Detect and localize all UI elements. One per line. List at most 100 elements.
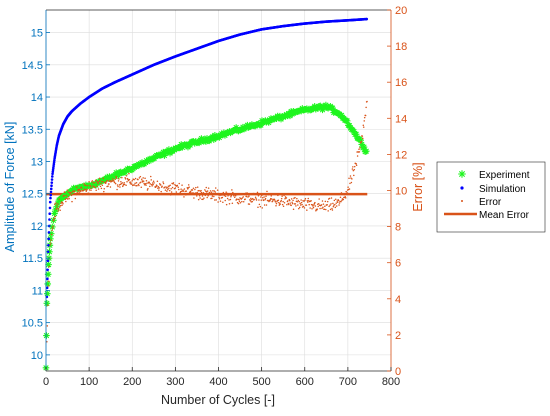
- right-y-tick-label: 12: [395, 149, 407, 161]
- error-point: [172, 182, 175, 184]
- simulation-point: [47, 243, 50, 247]
- error-point: [77, 189, 80, 192]
- error-point: [136, 184, 138, 187]
- asterisk-strokes: [186, 141, 194, 149]
- error-point: [90, 187, 93, 189]
- experiment-point: [44, 271, 52, 278]
- error-point: [114, 178, 116, 180]
- asterisk-strokes: [47, 230, 55, 237]
- error-point: [227, 193, 230, 195]
- error-point: [256, 193, 258, 195]
- asterisk-strokes: [362, 147, 370, 155]
- error-point: [203, 197, 205, 199]
- error-point: [89, 185, 92, 187]
- error-point: [365, 106, 367, 109]
- error-point: [133, 184, 136, 186]
- error-point: [126, 180, 128, 183]
- error-point: [115, 177, 118, 179]
- error-point: [214, 199, 216, 201]
- error-point: [278, 204, 281, 206]
- simulation-point: [48, 200, 52, 204]
- asterisk-strokes: [258, 117, 266, 124]
- right-y-tick-label: 2: [395, 330, 401, 342]
- error-point: [54, 203, 56, 205]
- experiment-point: [258, 117, 266, 124]
- legend-item-error: Error: [461, 197, 502, 208]
- error-point: [133, 178, 135, 181]
- simulation-point: [48, 218, 51, 221]
- asterisk-strokes: [458, 170, 466, 178]
- error-point: [323, 208, 326, 210]
- asterisk-strokes: [44, 271, 52, 278]
- error-point: [113, 181, 116, 184]
- error-point: [49, 242, 52, 244]
- error-point: [212, 192, 215, 195]
- error-point: [123, 182, 125, 184]
- error-point: [48, 280, 50, 282]
- error-point: [304, 199, 306, 201]
- right-y-tick-label: 0: [395, 366, 401, 378]
- error-point: [287, 200, 289, 202]
- error-point: [209, 193, 211, 195]
- error-point: [326, 200, 329, 203]
- right-y-tick-label: 8: [395, 222, 401, 234]
- error-point: [103, 188, 106, 190]
- error-point: [195, 186, 197, 189]
- error-point: [125, 184, 127, 186]
- error-point: [73, 193, 75, 195]
- legend-experiment-label: Experiment: [479, 170, 530, 181]
- right-y-tick-label: 14: [395, 113, 407, 125]
- legend-item-experiment: Experiment: [458, 170, 530, 181]
- error-point: [95, 189, 97, 192]
- error-point: [255, 199, 258, 201]
- simulation-point: [50, 175, 54, 178]
- error-point: [198, 195, 201, 197]
- error-point: [326, 203, 328, 206]
- experiment-point: [322, 101, 330, 109]
- error-point: [306, 209, 308, 211]
- error-point: [192, 192, 194, 194]
- error-point: [334, 206, 337, 209]
- error-point: [117, 185, 119, 188]
- error-point: [127, 179, 130, 182]
- left-y-tick-label: 14.5: [22, 60, 43, 72]
- error-point: [321, 207, 323, 210]
- error-point: [206, 190, 209, 192]
- error-point: [187, 184, 190, 186]
- asterisk-strokes: [45, 261, 52, 268]
- error-point: [64, 191, 66, 194]
- error-point: [267, 199, 269, 202]
- error-point: [128, 178, 131, 181]
- error-point: [329, 204, 331, 206]
- error-point: [307, 197, 309, 200]
- error-point: [75, 186, 78, 188]
- error-point: [306, 200, 309, 202]
- asterisk-strokes: [221, 132, 229, 139]
- error-point: [248, 195, 250, 197]
- error-point: [159, 184, 162, 186]
- error-point: [342, 198, 345, 201]
- experiment-point: [273, 115, 280, 122]
- ticks-layer: 0 100 200 300 400 500 600 700 8001010.51111.5121…: [22, 5, 408, 388]
- error-point: [170, 188, 172, 190]
- error-point: [101, 184, 104, 186]
- error-point: [58, 198, 60, 200]
- error-point: [202, 192, 205, 194]
- error-point: [130, 181, 132, 183]
- x-tick-label: 700: [339, 376, 357, 388]
- asterisk-strokes: [54, 199, 62, 207]
- error-point: [269, 199, 272, 201]
- error-point: [204, 194, 207, 197]
- legend-error-marker: [461, 200, 463, 202]
- error-point: [328, 197, 331, 200]
- error-point: [363, 120, 365, 122]
- error-point: [107, 185, 109, 187]
- error-point: [207, 195, 209, 197]
- error-point: [331, 209, 334, 211]
- experiment-point: [121, 168, 129, 176]
- error-point: [137, 178, 139, 181]
- error-point: [116, 184, 119, 186]
- experiment-point: [52, 206, 59, 214]
- error-point: [139, 175, 142, 178]
